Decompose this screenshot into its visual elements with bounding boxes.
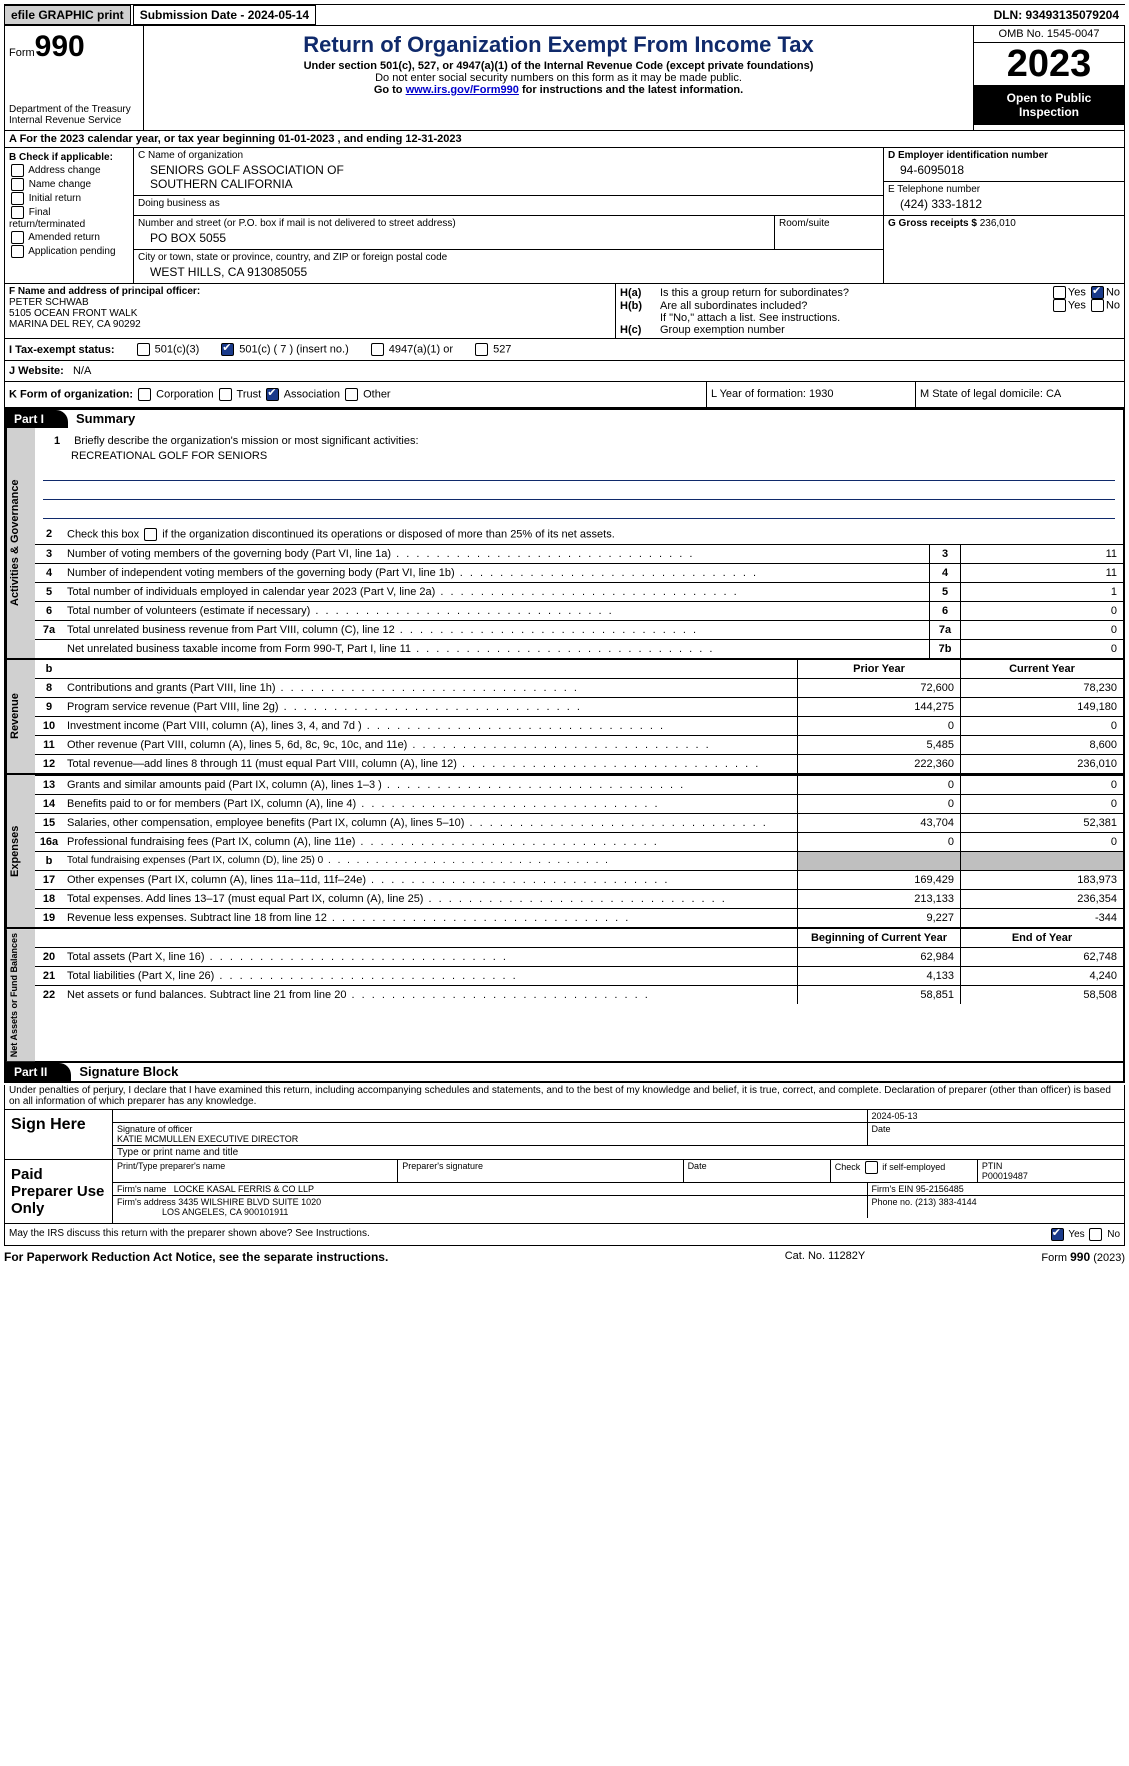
- chk-final[interactable]: [11, 206, 24, 219]
- chk-527[interactable]: [475, 343, 488, 356]
- summary-row: 13Grants and similar amounts paid (Part …: [35, 775, 1123, 794]
- form-subtitle: Under section 501(c), 527, or 4947(a)(1)…: [148, 60, 969, 72]
- mission-text: RECREATIONAL GOLF FOR SENIORS: [43, 450, 267, 462]
- form-number: Form990: [9, 30, 139, 64]
- ha-yes[interactable]: [1053, 286, 1066, 299]
- city: WEST HILLS, CA 913085055: [138, 263, 879, 281]
- chk-pending[interactable]: [11, 245, 24, 258]
- summary-row: 7aTotal unrelated business revenue from …: [35, 620, 1123, 639]
- summary-row: bTotal fundraising expenses (Part IX, co…: [35, 851, 1123, 870]
- phone: (424) 333-1812: [888, 195, 1120, 213]
- side-expenses: Expenses: [6, 775, 35, 927]
- chk-initial[interactable]: [11, 192, 24, 205]
- box-j: J Website: N/A: [4, 361, 1125, 382]
- summary-row: 22Net assets or fund balances. Subtract …: [35, 985, 1123, 1004]
- omb-no: OMB No. 1545-0047: [974, 26, 1124, 43]
- discuss-yes[interactable]: [1051, 1228, 1064, 1241]
- box-b: B Check if applicable: Address change Na…: [5, 148, 134, 283]
- firm-ein: 95-2156485: [916, 1184, 964, 1194]
- dba: [138, 209, 879, 213]
- chk-4947[interactable]: [371, 343, 384, 356]
- chk-amended[interactable]: [11, 231, 24, 244]
- page-footer: For Paperwork Reduction Act Notice, see …: [4, 1246, 1125, 1268]
- chk-assoc[interactable]: [266, 388, 279, 401]
- summary-row: 5Total number of individuals employed in…: [35, 582, 1123, 601]
- summary-row: 10Investment income (Part VIII, column (…: [35, 716, 1123, 735]
- gross-receipts: 236,010: [980, 218, 1016, 229]
- part2: Part IISignature Block: [4, 1063, 1125, 1083]
- officer-name: KATIE MCMULLEN EXECUTIVE DIRECTOR: [117, 1134, 298, 1144]
- goto-note: Go to www.irs.gov/Form990 for instructio…: [148, 84, 969, 96]
- submission-date: Submission Date - 2024-05-14: [133, 5, 316, 25]
- chk-501c3[interactable]: [137, 343, 150, 356]
- row-fh: F Name and address of principal officer:…: [4, 284, 1125, 339]
- summary-row: 12Total revenue—add lines 8 through 11 (…: [35, 754, 1123, 773]
- summary-row: 3Number of voting members of the governi…: [35, 544, 1123, 563]
- info-block: B Check if applicable: Address change Na…: [4, 148, 1125, 284]
- summary-row: 19Revenue less expenses. Subtract line 1…: [35, 908, 1123, 927]
- open-inspection: Open to Public Inspection: [974, 85, 1124, 125]
- discuss-no[interactable]: [1089, 1228, 1102, 1241]
- summary-row: 14Benefits paid to or for members (Part …: [35, 794, 1123, 813]
- box-i: I Tax-exempt status: 501(c)(3) 501(c) ( …: [4, 339, 1125, 361]
- line-a-tax-year: A For the 2023 calendar year, or tax yea…: [4, 131, 1125, 148]
- summary-row: Net unrelated business taxable income fr…: [35, 639, 1123, 658]
- chk-corp[interactable]: [138, 388, 151, 401]
- hb-yes[interactable]: [1053, 299, 1066, 312]
- ssn-note: Do not enter social security numbers on …: [148, 72, 969, 84]
- sign-here-label: Sign Here: [5, 1110, 113, 1159]
- summary-row: 17Other expenses (Part IX, column (A), l…: [35, 870, 1123, 889]
- chk-name[interactable]: [11, 178, 24, 191]
- state-domicile: M State of legal domicile: CA: [916, 382, 1124, 407]
- side-revenue: Revenue: [6, 660, 35, 773]
- chk-501c[interactable]: [221, 343, 234, 356]
- summary-row: 8Contributions and grants (Part VIII, li…: [35, 678, 1123, 697]
- form-title: Return of Organization Exempt From Incom…: [148, 32, 969, 58]
- form-header: Form990 Department of the Treasury Inter…: [4, 25, 1125, 131]
- summary-row: 9Program service revenue (Part VIII, lin…: [35, 697, 1123, 716]
- summary-row: 11Other revenue (Part VIII, column (A), …: [35, 735, 1123, 754]
- preparer-label: Paid Preparer Use Only: [5, 1160, 113, 1223]
- summary-row: 16aProfessional fundraising fees (Part I…: [35, 832, 1123, 851]
- street: PO BOX 5055: [138, 229, 770, 247]
- firm-phone: (213) 383-4144: [915, 1197, 977, 1207]
- summary-row: 6Total number of volunteers (estimate if…: [35, 601, 1123, 620]
- summary-row: 21Total liabilities (Part X, line 26)4,1…: [35, 966, 1123, 985]
- chk-discontinued[interactable]: [144, 528, 157, 541]
- ptin: P00019487: [982, 1171, 1028, 1181]
- efile-badge: efile GRAPHIC print: [4, 5, 131, 25]
- box-klm: K Form of organization: Corporation Trus…: [4, 382, 1125, 408]
- irs-link[interactable]: www.irs.gov/Form990: [406, 84, 519, 96]
- signature-block: Under penalties of perjury, I declare th…: [4, 1085, 1125, 1246]
- side-netassets: Net Assets or Fund Balances: [6, 929, 35, 1061]
- hb-no[interactable]: [1091, 299, 1104, 312]
- year-formation: L Year of formation: 1930: [707, 382, 916, 407]
- box-c: C Name of organization SENIORS GOLF ASSO…: [134, 148, 883, 283]
- part1: Part ISummary Activities & Governance 1 …: [4, 408, 1125, 1063]
- firm-name: LOCKE KASAL FERRIS & CO LLP: [174, 1184, 314, 1194]
- chk-trust[interactable]: [219, 388, 232, 401]
- dept-treasury: Department of the Treasury Internal Reve…: [9, 104, 139, 126]
- summary-row: 18Total expenses. Add lines 13–17 (must …: [35, 889, 1123, 908]
- box-deg: D Employer identification number 94-6095…: [883, 148, 1124, 283]
- box-f: F Name and address of principal officer:…: [5, 284, 616, 338]
- top-bar: efile GRAPHIC print Submission Date - 20…: [4, 4, 1125, 25]
- summary-row: 20Total assets (Part X, line 16)62,98462…: [35, 947, 1123, 966]
- ein: 94-6095018: [888, 161, 1120, 179]
- box-h: H(a) Is this a group return for subordin…: [616, 284, 1124, 338]
- side-governance: Activities & Governance: [6, 428, 35, 658]
- summary-row: 4Number of independent voting members of…: [35, 563, 1123, 582]
- org-name: SENIORS GOLF ASSOCIATION OF SOUTHERN CAL…: [138, 161, 879, 193]
- chk-other[interactable]: [345, 388, 358, 401]
- ha-no[interactable]: [1091, 286, 1104, 299]
- summary-row: 15Salaries, other compensation, employee…: [35, 813, 1123, 832]
- chk-selfemployed[interactable]: [865, 1161, 878, 1174]
- dln: DLN: 93493135079204: [988, 6, 1125, 24]
- tax-year: 2023: [974, 43, 1124, 85]
- chk-address[interactable]: [11, 164, 24, 177]
